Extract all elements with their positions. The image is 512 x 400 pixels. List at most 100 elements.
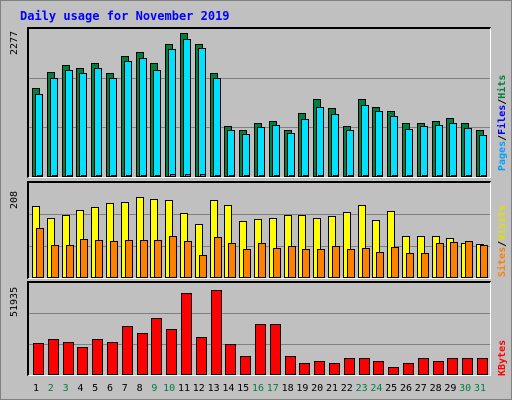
files-bar: [49, 78, 58, 177]
visits-legend: Sites/Visits: [497, 197, 508, 277]
legend-kbytes: KBytes: [497, 339, 508, 376]
sites-bar: [80, 239, 89, 278]
kbytes-bar: [240, 356, 252, 375]
sites-bar: [228, 243, 237, 278]
pages-bar: [140, 174, 147, 177]
files-bar: [301, 118, 310, 177]
sites-bar: [272, 248, 281, 278]
files-bar: [257, 127, 265, 177]
x-tick-label: 31: [473, 383, 487, 394]
x-tick-label: 22: [340, 383, 353, 394]
pages-bar: [466, 175, 473, 177]
files-bar: [123, 60, 132, 177]
kbytes-bar: [151, 318, 163, 375]
sites-bar: [154, 240, 163, 278]
pages-bar: [51, 175, 58, 177]
sites-bar: [361, 247, 370, 278]
pages-bar: [96, 174, 103, 177]
sites-bar: [50, 245, 59, 278]
files-bar: [79, 73, 88, 177]
files-bar: [345, 130, 354, 177]
kbytes-bar: [477, 358, 488, 375]
x-tick-label: 13: [207, 383, 220, 394]
sites-bar: [435, 243, 444, 278]
x-tick-label: 15: [237, 383, 250, 394]
x-tick-label: 21: [325, 383, 339, 394]
kbytes-bar: [255, 324, 266, 375]
x-tick-label: 2: [47, 383, 54, 394]
sites-bar: [420, 253, 429, 278]
kbytes-bar: [314, 360, 326, 375]
files-bar: [375, 111, 384, 177]
sites-bar: [198, 255, 207, 278]
pages-bar: [347, 175, 354, 177]
x-tick-label: 28: [429, 383, 442, 394]
kbytes-bar: [77, 347, 89, 375]
kbytes-bar: [92, 339, 104, 375]
pages-bar: [451, 175, 458, 177]
kbytes-bar: [195, 336, 207, 375]
pages-bar: [199, 174, 206, 177]
x-tick-label: 26: [399, 383, 413, 394]
kbytes-bar: [447, 358, 459, 375]
x-tick-label: 8: [136, 383, 143, 394]
pages-bar: [214, 175, 221, 177]
x-tick-label: 24: [370, 383, 383, 394]
visits-gridline: [29, 214, 490, 215]
legend-sep1: /: [497, 134, 508, 141]
kbytes-bar: [403, 363, 414, 375]
x-tick-label: 17: [266, 383, 279, 394]
x-tick-label: 18: [281, 383, 294, 394]
files-bar: [94, 68, 103, 177]
files-bar: [242, 134, 251, 177]
legend-sep2: /: [497, 98, 508, 105]
kbytes-bar: [47, 339, 59, 375]
legend-files: Files: [497, 104, 508, 135]
kbytes-bar: [462, 358, 474, 375]
x-tick-label: 10: [163, 383, 176, 394]
sites-bar: [480, 245, 488, 278]
kbytes-bar: [329, 363, 340, 375]
visits-ymax-label: 208: [9, 190, 20, 209]
sites-bar: [95, 239, 104, 278]
pages-bar: [392, 175, 399, 177]
x-tick-label: 25: [385, 383, 398, 394]
x-tick-label: 5: [92, 383, 99, 394]
kbytes-bar: [210, 290, 222, 375]
sites-bar: [332, 246, 340, 278]
sites-bar: [36, 227, 44, 278]
files-bar: [419, 126, 428, 177]
kbytes-bar: [417, 358, 429, 375]
x-tick-label: 6: [106, 383, 114, 394]
files-bar: [390, 116, 399, 177]
pages-bar: [362, 175, 369, 177]
pages-bar: [111, 175, 117, 177]
kbytes-panel: [27, 281, 491, 376]
pages-bar: [125, 174, 132, 177]
files-bar: [360, 104, 369, 177]
pages-bar: [185, 174, 191, 177]
pages-bar: [170, 174, 177, 177]
sites-bar: [406, 253, 414, 278]
pages-bar: [481, 175, 487, 177]
kbytes-bar: [181, 292, 192, 375]
pages-bar: [303, 175, 310, 177]
sites-bar: [376, 251, 385, 278]
x-tick-label: 30: [459, 383, 472, 394]
chart-title: Daily usage for November 2019: [20, 9, 230, 23]
x-tick-label: 4: [77, 383, 84, 394]
pages-bar: [377, 175, 384, 177]
files-bar: [316, 107, 325, 177]
sites-bar: [317, 248, 326, 278]
pages-bar: [407, 175, 413, 177]
kbytes-bar: [269, 324, 281, 375]
files-bar: [227, 130, 236, 177]
kbytes-bar: [299, 363, 311, 375]
kbytes-bar: [121, 325, 133, 375]
kbytes-gridline: [29, 313, 490, 314]
kbytes-bar: [358, 358, 370, 375]
kbytes-bar: [432, 361, 444, 375]
sites-bar: [302, 248, 311, 278]
x-tick-label: 11: [177, 383, 191, 394]
hits-gridline: [29, 78, 490, 79]
